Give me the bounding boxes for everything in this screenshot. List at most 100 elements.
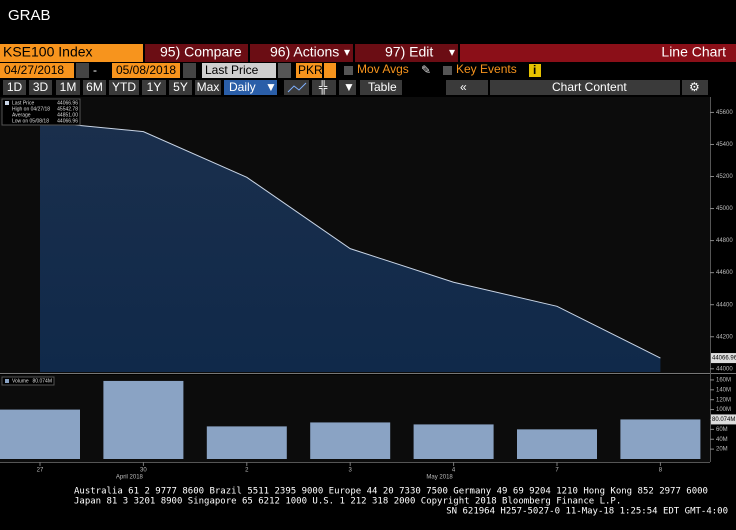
- period-button[interactable]: [83, 80, 106, 95]
- legend-label: High on 04/27/18: [12, 106, 50, 112]
- y-tick-label: 44800: [716, 238, 733, 244]
- legend-label: Low on 05/08/18: [12, 118, 49, 124]
- crosshair-tool[interactable]: [312, 80, 336, 95]
- volume-legend: [1, 376, 55, 386]
- period-button[interactable]: [56, 80, 80, 95]
- currency[interactable]: PKR: [298, 63, 323, 77]
- month-label: May 2018: [426, 475, 453, 481]
- chart-content-button[interactable]: [490, 80, 680, 95]
- checkbox[interactable]: [344, 66, 353, 75]
- y-tick-label: 45000: [716, 206, 733, 212]
- field[interactable]: Last Price: [205, 63, 259, 77]
- volume-legend-value: 80.074M: [33, 378, 52, 384]
- key-events[interactable]: Key Events: [456, 62, 517, 76]
- checkbox[interactable]: [443, 66, 452, 75]
- y-tick-label: 140M: [716, 387, 731, 393]
- security[interactable]: KSE100 Index: [3, 44, 93, 60]
- period-label[interactable]: 1M: [60, 80, 77, 94]
- price-area: [40, 121, 661, 373]
- calendar-icon[interactable]: [183, 63, 196, 78]
- table[interactable]: Table: [368, 80, 397, 94]
- volume-bar: [206, 426, 287, 459]
- window-title: GRAB: [8, 7, 51, 24]
- period-label[interactable]: 6M: [86, 80, 103, 94]
- volume-bar: [413, 424, 494, 459]
- period-button[interactable]: [195, 80, 221, 95]
- legend-swatch: [5, 101, 9, 105]
- compare[interactable]: 95) Compare: [160, 44, 242, 60]
- period-button[interactable]: [142, 80, 166, 95]
- period-button[interactable]: [29, 80, 52, 95]
- y-tick-label: 44600: [716, 270, 733, 276]
- month-label: April 2018: [116, 475, 144, 481]
- collapse-icon: «: [460, 80, 467, 94]
- dropdown-arrow: ▾: [344, 45, 350, 59]
- end-date[interactable]: 05/08/2018: [116, 63, 176, 77]
- period-button[interactable]: [109, 80, 139, 95]
- period-label[interactable]: 1Y: [147, 80, 162, 94]
- x-tick-label: 7: [555, 468, 559, 474]
- line-tool-icon: [287, 82, 307, 93]
- chart-content[interactable]: Chart Content: [552, 80, 627, 94]
- legend-value: 44851.00: [57, 112, 78, 118]
- volume-bar: [310, 422, 391, 459]
- y-tick-label: 45400: [716, 142, 733, 148]
- price-line: [39, 121, 661, 359]
- collapse-button[interactable]: [446, 80, 488, 95]
- security-box[interactable]: [0, 44, 143, 62]
- period-label[interactable]: 3D: [33, 80, 49, 94]
- mov-avgs[interactable]: Mov Avgs: [357, 62, 409, 76]
- volume-bar: [517, 429, 597, 459]
- pen-icon[interactable]: ✎: [421, 63, 431, 77]
- actions-button[interactable]: [250, 44, 353, 62]
- start-date-box[interactable]: [0, 63, 74, 78]
- edit-button[interactable]: [355, 44, 458, 62]
- x-tick-label: 30: [140, 468, 147, 474]
- last-value-box: [711, 353, 736, 364]
- last-volume-box: [711, 414, 736, 425]
- chart-kind[interactable]: Line Chart: [661, 44, 726, 60]
- frequency[interactable]: Daily: [229, 80, 256, 94]
- y-tick-label: 45200: [716, 174, 733, 180]
- legend-label: Last Price: [12, 100, 34, 106]
- calendar-icon[interactable]: [76, 63, 89, 78]
- end-date-box[interactable]: [112, 63, 180, 78]
- x-tick-label: 27: [37, 468, 44, 474]
- legend-value: 44066.96: [57, 118, 78, 124]
- chart: 44000 44200 44400 44600 44800 45000 45200 45400…: [0, 98, 736, 481]
- field-dropdown[interactable]: [278, 63, 291, 78]
- x-tick-label: 4: [452, 468, 456, 474]
- last-value-label: 44066.96: [712, 356, 736, 362]
- frequency-button[interactable]: [224, 80, 277, 95]
- period-button[interactable]: [169, 80, 192, 95]
- legend: [1, 98, 81, 126]
- start-date[interactable]: 04/27/2018: [4, 63, 64, 77]
- settings-button[interactable]: [682, 80, 708, 95]
- field-box[interactable]: [202, 63, 276, 78]
- legend-label: Average: [12, 112, 31, 118]
- period-label[interactable]: YTD: [112, 80, 136, 94]
- y-tick-label: 44200: [716, 334, 733, 340]
- legend-swatch: [5, 379, 9, 383]
- compare-button[interactable]: [145, 44, 248, 62]
- actions[interactable]: 96) Actions: [270, 44, 339, 60]
- currency-dropdown[interactable]: [324, 63, 336, 78]
- period-button[interactable]: [3, 80, 26, 95]
- currency-box[interactable]: [296, 63, 322, 78]
- period-label[interactable]: Max: [197, 80, 220, 94]
- edit[interactable]: 97) Edit: [385, 44, 433, 60]
- y-tick-label: 40M: [716, 437, 728, 443]
- table-button[interactable]: [360, 80, 402, 95]
- legend-value: 45542.78: [57, 106, 78, 112]
- tool-dropdown[interactable]: [339, 80, 356, 95]
- dropdown-arrow: ▼: [343, 80, 355, 94]
- period-label[interactable]: 5Y: [173, 80, 188, 94]
- info-icon[interactable]: [529, 64, 541, 77]
- x-tick-label: 8: [659, 468, 663, 474]
- x-tick-label: 2: [245, 468, 249, 474]
- gear-icon: ⚙: [689, 80, 700, 94]
- period-label[interactable]: 1D: [7, 80, 23, 94]
- y-tick-label: 120M: [716, 397, 731, 403]
- footer-line: Japan 81 3 3201 8900 Singapore 65 6212 1…: [74, 497, 621, 507]
